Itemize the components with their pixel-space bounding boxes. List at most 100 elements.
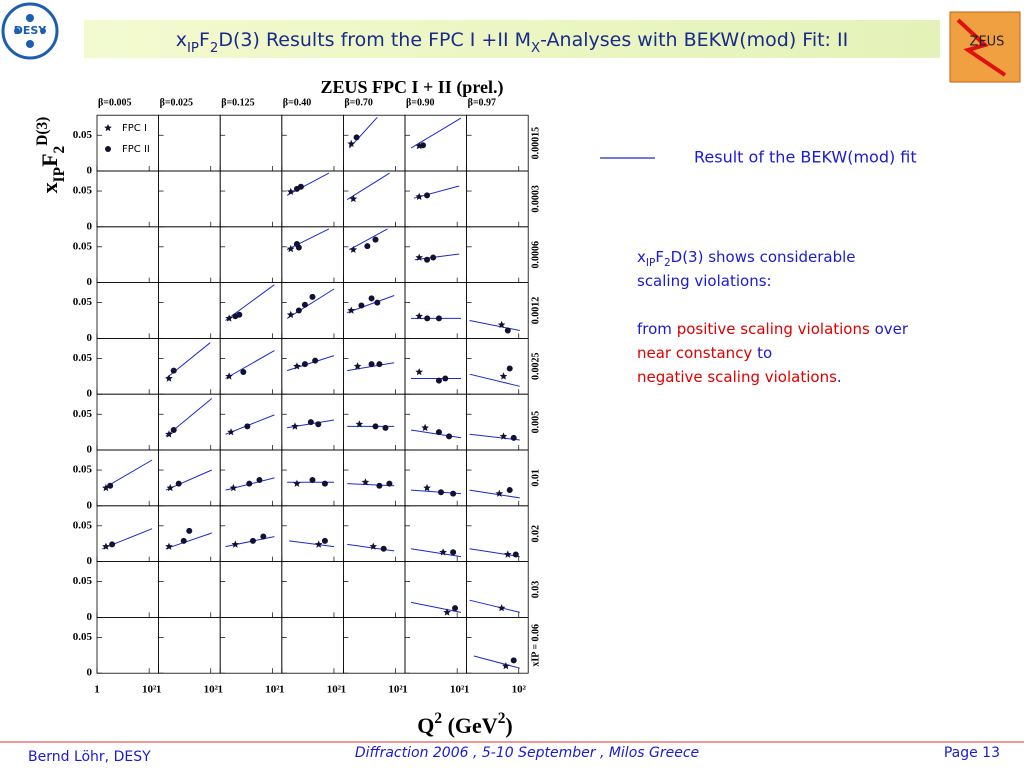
star-marker [361, 478, 370, 486]
y-tick-label: 0.05 [73, 575, 93, 587]
text-part: near constancy [637, 344, 752, 362]
star-marker [497, 320, 506, 328]
dot-marker [246, 480, 253, 487]
dot-marker [309, 293, 316, 300]
panel-frame [219, 170, 283, 228]
panel-frame [342, 617, 406, 674]
legend-label: FPC II [122, 144, 150, 155]
star-marker [166, 483, 175, 492]
column-label: β=0.125 [221, 97, 254, 108]
fit-curve [469, 489, 520, 499]
panel-frame [404, 170, 467, 228]
dot-marker [376, 361, 383, 368]
panel-frame [281, 114, 344, 172]
fit-curve [225, 350, 275, 379]
star-marker [347, 139, 356, 148]
fit-curve [469, 599, 520, 613]
text-part: IP [187, 41, 199, 56]
dot-marker [175, 480, 182, 487]
dot-marker [312, 357, 319, 364]
dot-marker [295, 307, 302, 314]
panel-frame [158, 226, 221, 284]
text-part: 2 [498, 710, 506, 727]
title-bar [84, 20, 940, 58]
row-label: 0.0012 [530, 297, 541, 325]
dot-marker [512, 551, 519, 558]
text-part: from [637, 320, 677, 338]
text-part: over [870, 320, 909, 338]
legend-label: FPC I [122, 123, 147, 134]
fit-curve [469, 373, 520, 387]
dot-marker [364, 243, 371, 250]
dot-marker [295, 244, 302, 251]
panel-frame [404, 114, 467, 172]
chart-title: ZEUS FPC I + II (prel.) [321, 77, 504, 98]
dot-marker [437, 489, 444, 496]
column-label: β=0.90 [406, 97, 434, 108]
panel-frame [96, 505, 159, 562]
dot-marker [307, 419, 314, 426]
panel-frame [96, 170, 159, 228]
fit-curve [286, 355, 335, 372]
dot-marker [315, 421, 322, 428]
dot-marker [180, 537, 187, 544]
x-tick-label: 10² [142, 684, 157, 696]
x-tick-label: 1 [279, 684, 285, 696]
dot-marker [382, 424, 389, 431]
note-line: xIPF2D(3) shows considerable [637, 248, 856, 270]
dot-marker [170, 367, 177, 374]
dot-marker [358, 302, 365, 309]
star-marker [286, 245, 295, 253]
text-part: F [37, 153, 62, 166]
y-tick-label: 0 [87, 220, 93, 232]
star-marker [291, 422, 299, 430]
dot-marker [424, 315, 431, 322]
star-marker [349, 194, 358, 203]
text-part: positive scaling violations [677, 320, 870, 338]
x-tick-label: 1 [94, 684, 100, 696]
y-tick-label: 0.05 [73, 352, 93, 364]
y-tick-label: 0 [87, 276, 93, 288]
y-tick-label: 0 [87, 499, 93, 511]
dot-marker [420, 142, 427, 149]
star-marker [369, 542, 378, 550]
dot-marker [372, 423, 379, 430]
row-label: 0.00015 [530, 127, 541, 160]
panel-frame [96, 337, 159, 395]
column-label: β=0.005 [98, 97, 131, 108]
text-part: Q [417, 713, 434, 738]
text-part: x [637, 248, 646, 266]
star-marker [495, 489, 504, 497]
panel-frame [219, 561, 283, 618]
fit-curve [286, 288, 335, 319]
star-marker [314, 540, 323, 548]
panel-frame [281, 282, 344, 339]
text-part: F [199, 29, 210, 51]
text-part: IP [646, 257, 655, 269]
row-label: 0.005 [530, 411, 541, 434]
fit-curve [410, 601, 462, 613]
panel-frame [96, 393, 159, 451]
text-part: F [655, 248, 664, 266]
dot-marker [430, 254, 437, 261]
panel-frame [158, 337, 221, 395]
star-marker [497, 604, 506, 612]
x-tick-label: 1 [217, 684, 223, 696]
fit-legend-text: Result of the BEKW(mod) fit [694, 148, 917, 167]
text-part: 2 [434, 710, 442, 727]
panel-frame [158, 393, 221, 451]
y-tick-label: 0 [87, 332, 93, 344]
footer-author: Bernd Löhr, DESY [28, 749, 151, 765]
panel-grid: β=0.005 β=0.025 β=0.125 β=0.40 β=0.70 β=0.90 β… [73, 97, 542, 695]
y-tick-label: 0.05 [73, 240, 93, 252]
text-part: 2 [210, 41, 218, 56]
row-label: 0.03 [530, 581, 541, 599]
fit-curve [469, 320, 520, 331]
panel-frame [281, 617, 344, 674]
text-part: D(3) shows considerable [671, 248, 856, 266]
fit-curve [346, 172, 390, 201]
star-marker [415, 192, 423, 200]
panel-frame [466, 561, 529, 618]
